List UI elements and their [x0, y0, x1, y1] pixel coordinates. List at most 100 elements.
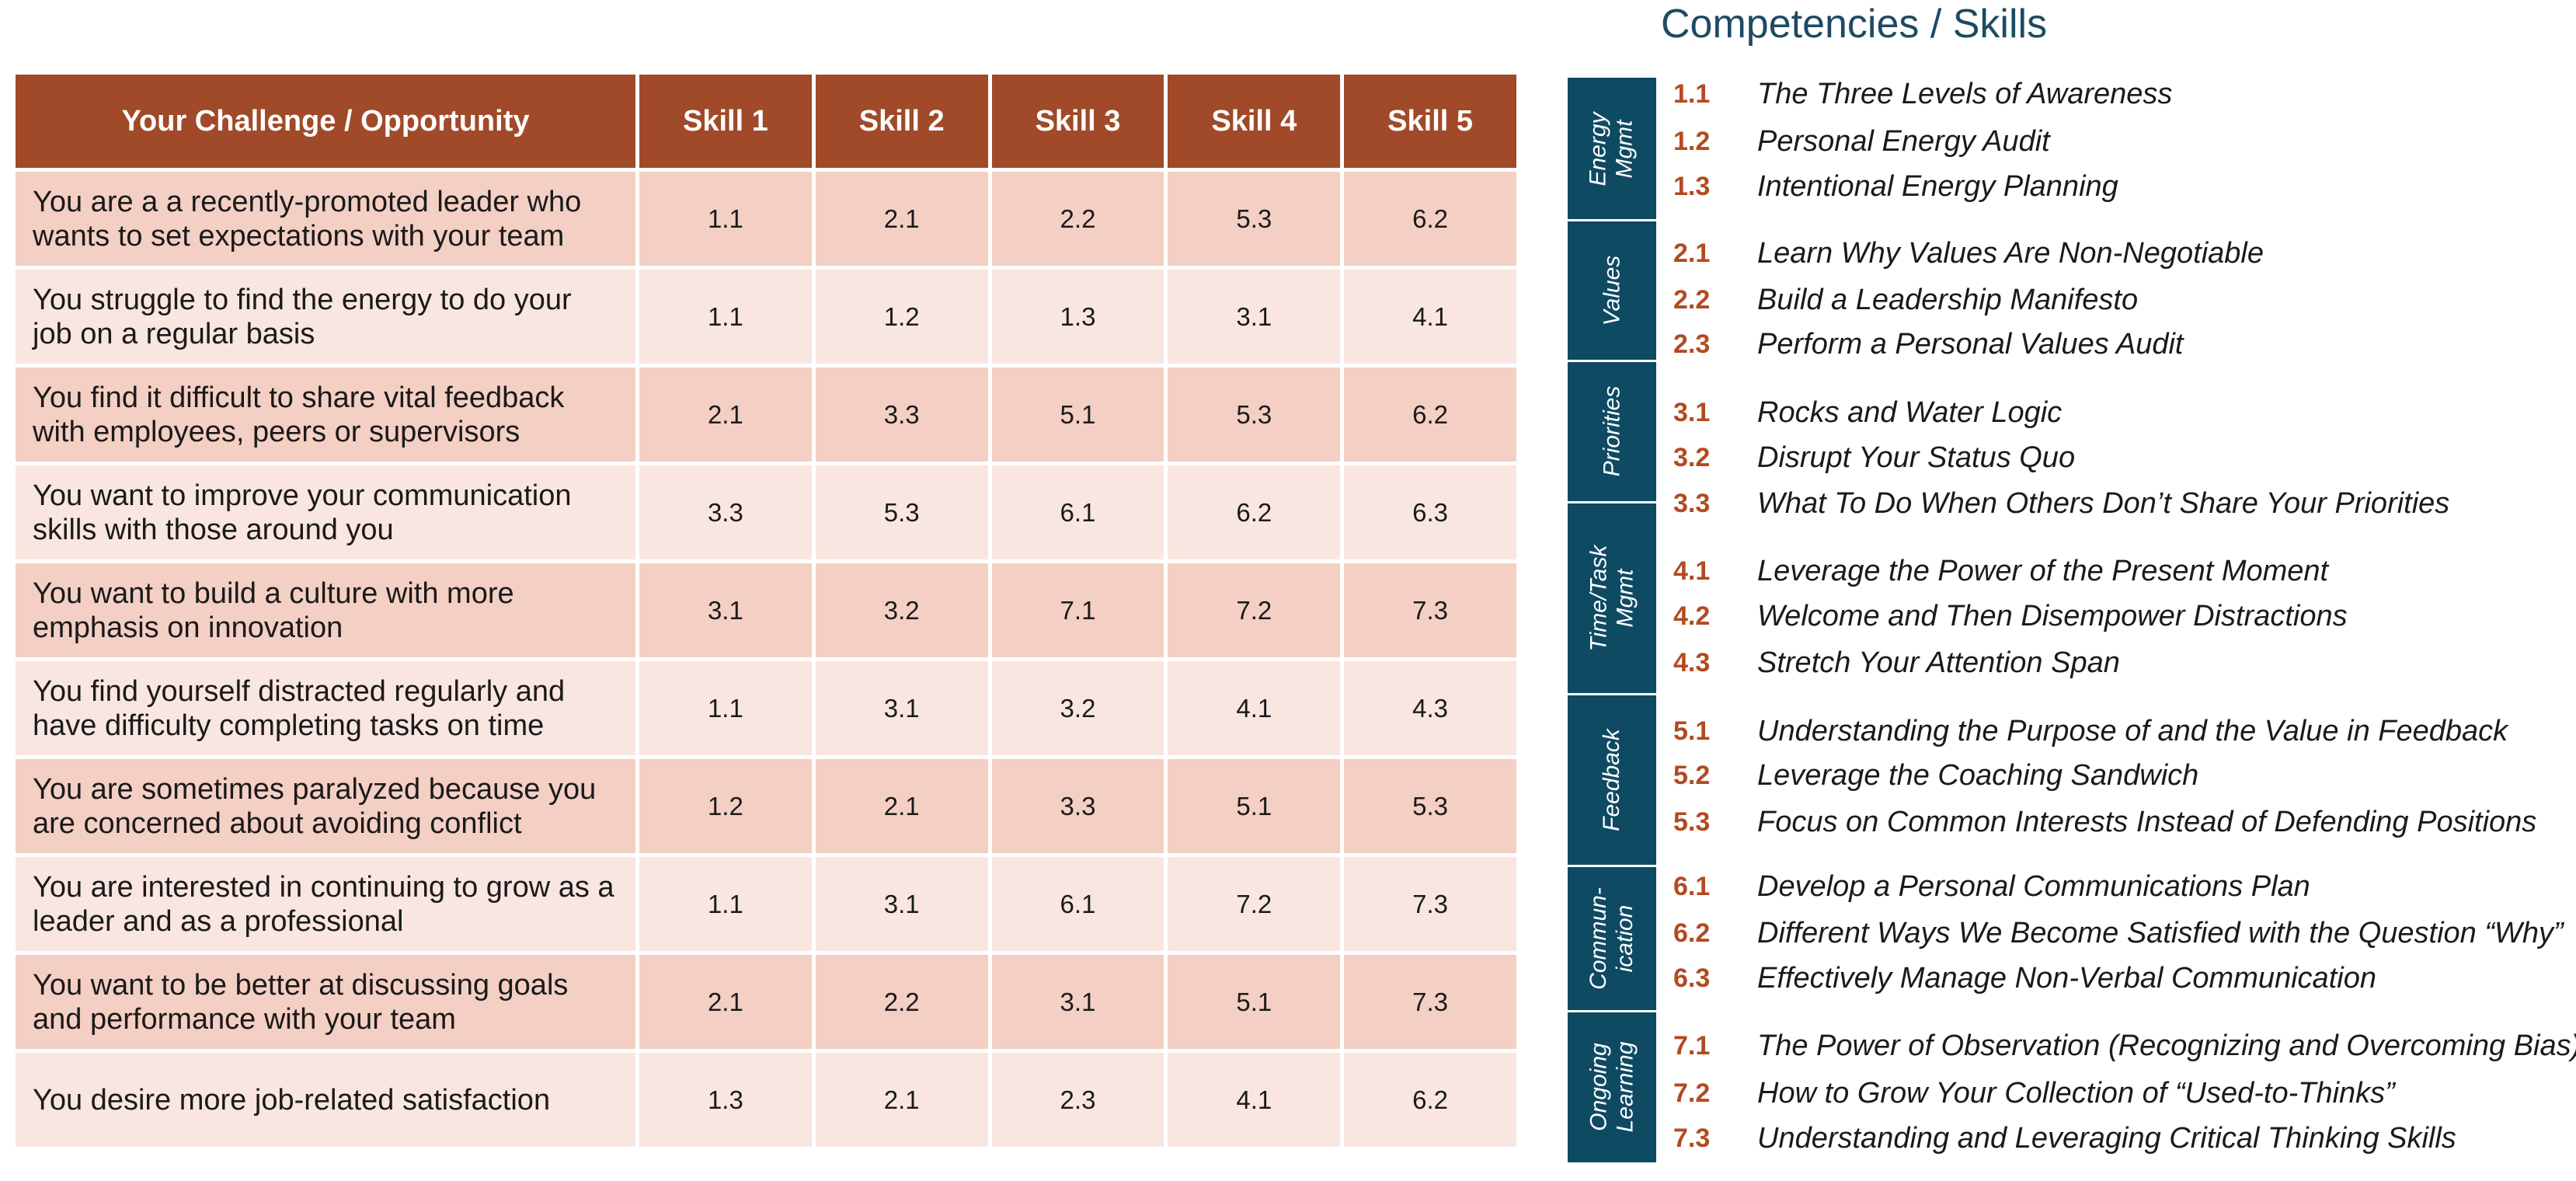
skill-name: The Power of Observation (Recognizing an…	[1757, 1029, 2576, 1062]
header-skill-4: Skill 4	[1168, 75, 1341, 168]
skill-ref-cell: 1.2	[815, 270, 988, 364]
skill-name: Understanding the Purpose of and the Val…	[1757, 715, 2508, 747]
skill-name: Intentional Energy Planning	[1757, 170, 2118, 203]
skill-ref-cell: 6.2	[1168, 465, 1341, 559]
skill-ref-cell: 3.1	[991, 955, 1164, 1049]
category-divider	[1568, 501, 1656, 503]
skill-name: Focus on Common Interests Instead of Def…	[1757, 806, 2537, 838]
skill-ref-cell: 3.2	[815, 563, 988, 657]
skill-ref-cell: 1.1	[639, 172, 812, 266]
category-bar: Energy Mgmt Values Priorities Time/Task Mgm…	[1568, 78, 1656, 1162]
skill-ref-cell: 5.1	[1168, 955, 1341, 1049]
skill-ref-cell: 7.2	[1168, 857, 1341, 951]
skill-ref-cell: 3.3	[639, 465, 812, 559]
skill-name: Stretch Your Attention Span	[1757, 646, 2120, 679]
skill-ref-cell: 3.1	[1168, 270, 1341, 364]
challenge-cell: You want to be better at discussing goal…	[16, 955, 635, 1049]
category-label: Time/Task Mgmt	[1568, 502, 1656, 694]
skill-ref-cell: 6.1	[991, 857, 1164, 951]
header-challenge: Your Challenge / Opportunity	[16, 75, 635, 168]
skill-name: How to Grow Your Collection of “Used-to-…	[1757, 1077, 2395, 1110]
skill-ref-cell: 2.1	[639, 368, 812, 462]
skill-number: 6.2	[1673, 918, 1711, 948]
skill-ref-cell: 1.1	[639, 270, 812, 364]
header-skill-5: Skill 5	[1344, 75, 1516, 168]
skill-ref-cell: 5.3	[1168, 368, 1341, 462]
skill-ref-cell: 6.2	[1344, 368, 1516, 462]
skill-name: Welcome and Then Disempower Distractions	[1757, 600, 2348, 632]
skill-number: 1.2	[1673, 127, 1711, 156]
skill-ref-cell: 7.3	[1344, 563, 1516, 657]
table-row: You are sometimes paralyzed because you …	[16, 759, 1516, 853]
challenge-cell: You struggle to find the energy to do yo…	[16, 270, 635, 364]
skill-number: 3.3	[1673, 489, 1711, 518]
skill-ref-cell: 2.1	[815, 1053, 988, 1147]
skill-ref-cell: 2.1	[639, 955, 812, 1049]
header-skill-2: Skill 2	[815, 75, 988, 168]
skill-ref-cell: 4.1	[1168, 1053, 1341, 1147]
category-label-text: Priorities	[1599, 385, 1625, 477]
challenge-cell: You are interested in continuing to grow…	[16, 857, 635, 951]
skill-name: Leverage the Coaching Sandwich	[1757, 759, 2199, 792]
skill-number: 4.3	[1673, 648, 1711, 678]
skill-number: 5.1	[1673, 716, 1711, 746]
category-divider	[1568, 865, 1656, 867]
skill-number: 6.1	[1673, 872, 1711, 901]
category-label-text: Ongoing Learning	[1586, 1041, 1638, 1132]
skill-ref-cell: 1.1	[639, 661, 812, 755]
skill-number: 1.1	[1673, 79, 1711, 109]
category-divider	[1568, 693, 1656, 695]
category-label-text: Commun- ication	[1586, 887, 1638, 990]
skill-ref-cell: 3.1	[815, 857, 988, 951]
skill-ref-cell: 3.3	[815, 368, 988, 462]
skill-number: 3.2	[1673, 443, 1711, 472]
skill-name: Disrupt Your Status Quo	[1757, 441, 2076, 474]
table-row: You struggle to find the energy to do yo…	[16, 270, 1516, 364]
skill-name: Personal Energy Audit	[1757, 125, 2050, 158]
challenge-cell: You desire more job-related satisfaction	[16, 1053, 635, 1147]
skill-number: 5.3	[1673, 807, 1711, 837]
skill-ref-cell: 7.2	[1168, 563, 1341, 657]
header-skill-3: Skill 3	[991, 75, 1164, 168]
category-label: Energy Mgmt	[1568, 78, 1656, 220]
skill-name: Build a Leadership Manifesto	[1757, 284, 2139, 316]
skill-number: 5.2	[1673, 761, 1711, 790]
skill-ref-cell: 1.1	[639, 857, 812, 951]
skill-ref-cell: 7.1	[991, 563, 1164, 657]
skill-ref-cell: 5.3	[815, 465, 988, 559]
skill-name: Effectively Manage Non-Verbal Communicat…	[1757, 962, 2376, 995]
skill-name: What To Do When Others Don’t Share Your …	[1757, 487, 2450, 520]
skill-ref-cell: 4.3	[1344, 661, 1516, 755]
category-label-text: Time/Task Mgmt	[1586, 545, 1638, 651]
skill-name: Different Ways We Become Satisfied with …	[1757, 917, 2564, 949]
skill-number: 7.3	[1673, 1124, 1711, 1153]
table-row: You want to be better at discussing goal…	[16, 955, 1516, 1049]
skill-name: Learn Why Values Are Non-Negotiable	[1757, 237, 2264, 270]
skill-name: The Three Levels of Awareness	[1757, 78, 2173, 110]
skill-ref-cell: 5.3	[1344, 759, 1516, 853]
skill-name: Develop a Personal Communications Plan	[1757, 870, 2310, 903]
skill-ref-cell: 7.3	[1344, 955, 1516, 1049]
skill-ref-cell: 3.3	[991, 759, 1164, 853]
skill-ref-cell: 3.1	[639, 563, 812, 657]
skill-name: Rocks and Water Logic	[1757, 396, 2063, 429]
skill-ref-cell: 4.1	[1344, 270, 1516, 364]
table-row: You want to build a culture with more em…	[16, 563, 1516, 657]
table-body: You are a a recently-promoted leader who…	[16, 172, 1516, 1147]
table-row: You desire more job-related satisfaction…	[16, 1053, 1516, 1147]
skill-ref-cell: 2.2	[815, 955, 988, 1049]
skill-ref-cell: 6.1	[991, 465, 1164, 559]
skill-ref-cell: 6.3	[1344, 465, 1516, 559]
category-divider	[1568, 1010, 1656, 1012]
challenge-cell: You find yourself distracted regularly a…	[16, 661, 635, 755]
skill-number: 3.1	[1673, 398, 1711, 427]
skill-number: 2.1	[1673, 239, 1711, 268]
category-label: Values	[1568, 220, 1656, 361]
skill-number: 4.1	[1673, 556, 1711, 586]
competencies-title: Competencies / Skills	[1661, 2, 2048, 47]
category-divider	[1568, 360, 1656, 362]
table-header-row: Your Challenge / Opportunity Skill 1 Ski…	[16, 75, 1516, 168]
skill-number: 2.2	[1673, 285, 1711, 315]
skill-ref-cell: 6.2	[1344, 1053, 1516, 1147]
skill-ref-cell: 3.2	[991, 661, 1164, 755]
